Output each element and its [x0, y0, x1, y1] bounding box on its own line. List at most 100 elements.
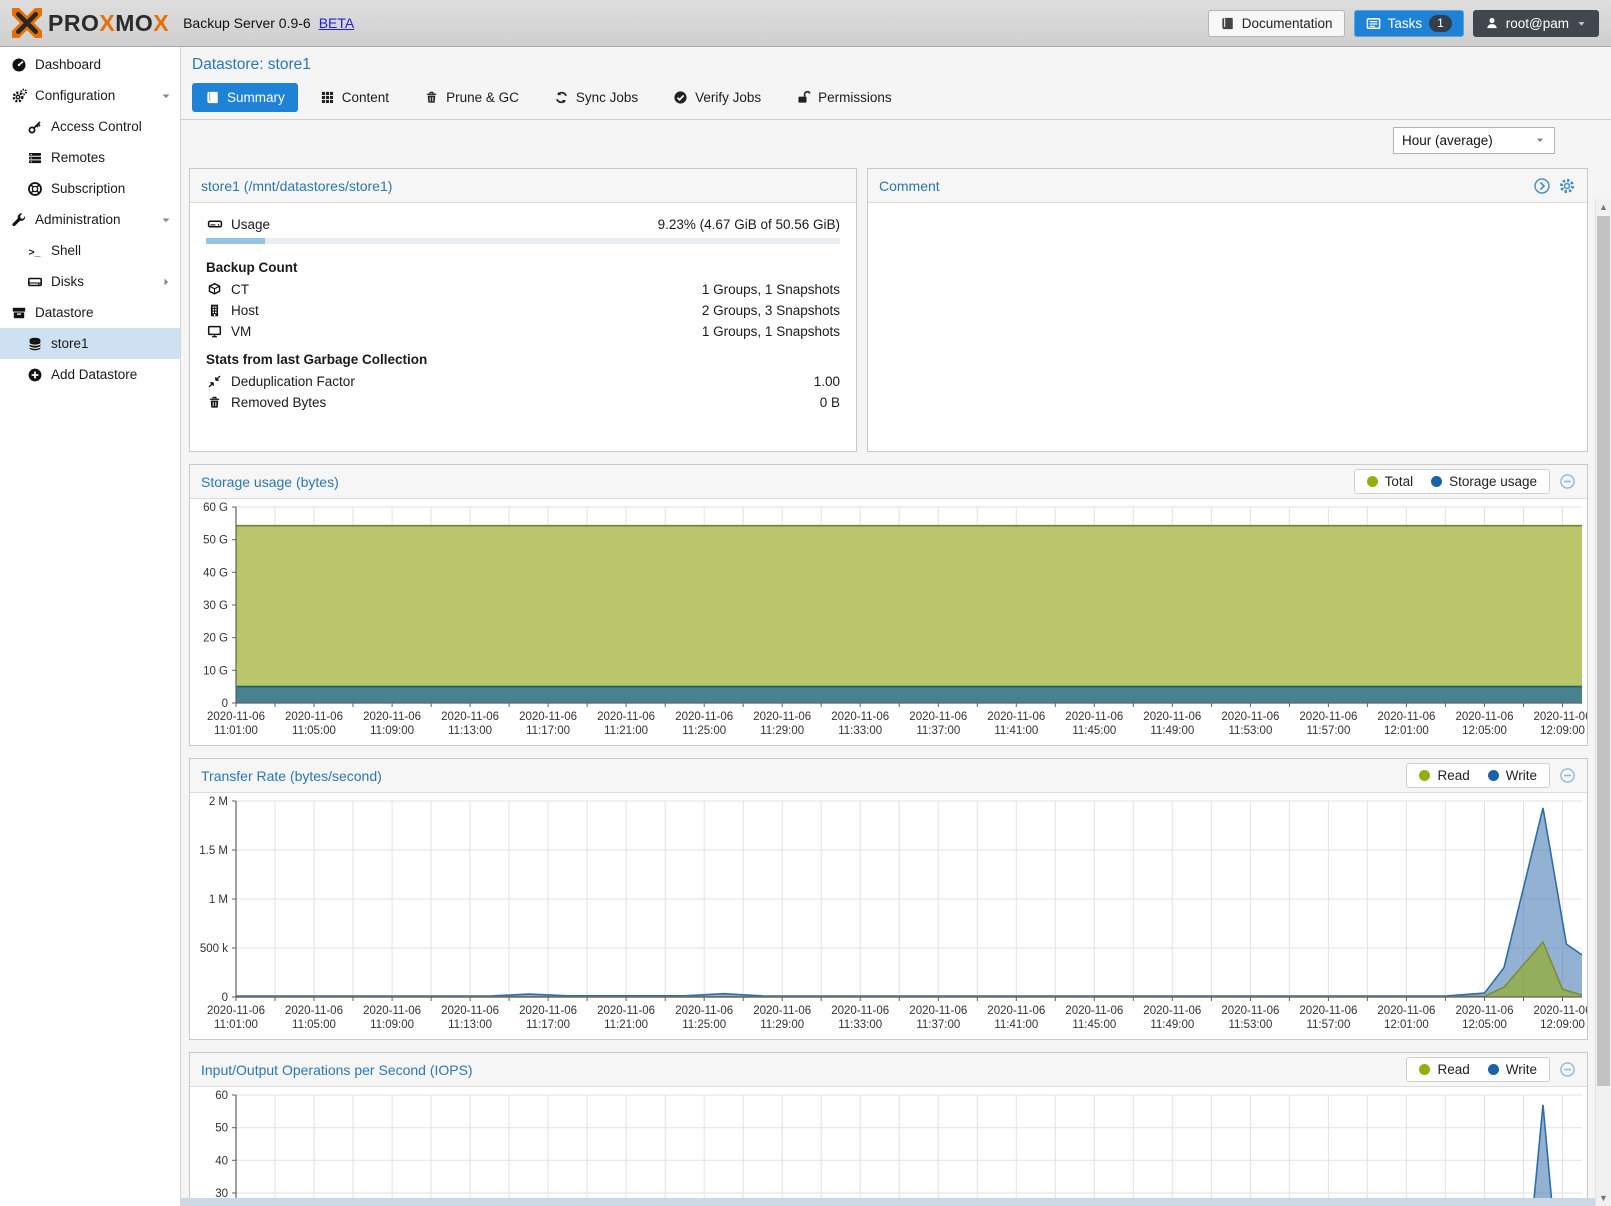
sidebar-item-administration[interactable]: Administration [0, 204, 180, 235]
time-range-select[interactable]: Hour (average) [1393, 126, 1555, 154]
svg-text:11:41:00: 11:41:00 [994, 725, 1038, 737]
gear-icon[interactable] [1558, 177, 1576, 195]
svg-text:2020-11-06: 2020-11-06 [1456, 711, 1514, 723]
collapse-chart-icon[interactable] [1559, 767, 1576, 784]
svg-text:11:57:00: 11:57:00 [1306, 1019, 1350, 1031]
database-icon [26, 335, 43, 352]
svg-text:50: 50 [215, 1123, 228, 1135]
beta-link[interactable]: BETA [318, 15, 355, 31]
scrollbar-thumb[interactable] [1597, 216, 1610, 1086]
svg-text:12:05:00: 12:05:00 [1462, 1019, 1507, 1031]
vertical-scrollbar[interactable]: ▲ ▼ [1595, 199, 1611, 1206]
storage-usage-legend: Total Storage usage [1353, 469, 1550, 494]
svg-text:11:13:00: 11:13:00 [448, 725, 492, 737]
comment-panel-header: Comment [868, 169, 1587, 203]
sidebar-item-label: Configuration [35, 88, 116, 103]
svg-text:2020-11-06: 2020-11-06 [519, 711, 577, 723]
legend-dot [1419, 1064, 1431, 1075]
sidebar-item-store1[interactable]: store1 [0, 328, 180, 359]
svg-text:2020-11-06: 2020-11-06 [1143, 1005, 1201, 1017]
svg-text:30 G: 30 G [203, 600, 228, 612]
tab-verify-jobs[interactable]: Verify Jobs [660, 83, 774, 112]
svg-text:20 G: 20 G [203, 633, 228, 645]
svg-text:11:57:00: 11:57:00 [1306, 725, 1350, 737]
tab-prune-gc[interactable]: Prune & GC [411, 83, 532, 112]
scroll-down-arrow-icon[interactable]: ▼ [1599, 1193, 1608, 1203]
tab-label: Permissions [818, 90, 892, 105]
legend-item-write[interactable]: Write [1487, 768, 1537, 783]
legend-dot [1487, 770, 1499, 781]
row-value: 1.00 [813, 374, 840, 389]
svg-text:11:33:00: 11:33:00 [838, 725, 882, 737]
svg-text:2 M: 2 M [209, 796, 228, 808]
legend-item-storage-usage[interactable]: Storage usage [1431, 474, 1537, 489]
row-value: 1 Groups, 1 Snapshots [701, 282, 840, 297]
svg-text:11:53:00: 11:53:00 [1228, 725, 1272, 737]
trash-icon [206, 395, 223, 410]
product-version: Backup Server 0.9-6 [183, 15, 311, 31]
scroll-up-arrow-icon[interactable]: ▲ [1599, 202, 1608, 212]
svg-text:11:09:00: 11:09:00 [370, 725, 414, 737]
svg-text:2020-11-06: 2020-11-06 [1377, 1005, 1435, 1017]
sidebar-item-disks[interactable]: Disks [0, 266, 180, 297]
datastore-summary-panel: store1 (/mnt/datastores/store1) Usage 9.… [189, 168, 857, 452]
legend-item-write[interactable]: Write [1487, 1062, 1537, 1077]
tab-summary[interactable]: Summary [192, 83, 298, 112]
row-label: CT [231, 282, 249, 297]
sidebar-item-dashboard[interactable]: Dashboard [0, 49, 180, 80]
row-value: 0 B [819, 395, 840, 410]
sidebar-item-add-datastore[interactable]: Add Datastore [0, 359, 180, 390]
iops-panel-header: Input/Output Operations per Second (IOPS… [190, 1053, 1587, 1087]
tasks-button[interactable]: Tasks 1 [1353, 9, 1464, 37]
backup-count-heading: Backup Count [206, 260, 298, 275]
svg-text:2020-11-06: 2020-11-06 [1221, 711, 1279, 723]
expand-circle-icon[interactable] [1533, 177, 1551, 195]
sidebar-item-label: Shell [51, 243, 82, 258]
legend-item-read[interactable]: Read [1419, 1062, 1470, 1077]
svg-text:2020-11-06: 2020-11-06 [1377, 711, 1435, 723]
transfer-rate-panel: Transfer Rate (bytes/second) Read Write 2… [189, 758, 1588, 1040]
tab-label: Summary [227, 90, 285, 105]
sidebar-item-shell[interactable]: >_ Shell [0, 235, 180, 266]
gc-stat-row: Deduplication Factor 1.00 [206, 371, 840, 392]
comment-body[interactable] [868, 203, 1587, 452]
sidebar-item-access-control[interactable]: Access Control [0, 111, 180, 142]
documentation-button[interactable]: Documentation [1207, 9, 1345, 37]
iops-chart: 60504030201002020-11-0611:01:002020-11-0… [190, 1087, 1587, 1206]
bottom-edge-strip [181, 1198, 1595, 1206]
svg-text:40: 40 [215, 1155, 228, 1167]
tab-content[interactable]: Content [307, 83, 402, 112]
tab-permissions[interactable]: Permissions [783, 83, 905, 112]
legend-item-total[interactable]: Total [1366, 474, 1413, 489]
collapse-chart-icon[interactable] [1559, 473, 1576, 490]
svg-text:2020-11-06: 2020-11-06 [285, 711, 343, 723]
comment-panel: Comment [867, 168, 1588, 452]
svg-text:2020-11-06: 2020-11-06 [831, 1005, 889, 1017]
tab-sync-jobs[interactable]: Sync Jobs [541, 83, 651, 112]
storage-usage-title: Storage usage (bytes) [201, 473, 339, 490]
collapse-chart-icon[interactable] [1559, 1061, 1576, 1078]
host-icon [206, 303, 223, 318]
svg-text:2020-11-06: 2020-11-06 [1299, 1005, 1357, 1017]
sidebar-item-label: Datastore [35, 305, 94, 320]
svg-text:11:17:00: 11:17:00 [526, 725, 570, 737]
svg-text:11:01:00: 11:01:00 [214, 1019, 258, 1031]
sidebar-item-configuration[interactable]: Configuration [0, 80, 180, 111]
legend-label: Storage usage [1449, 474, 1537, 489]
svg-text:2020-11-06: 2020-11-06 [675, 1005, 733, 1017]
sidebar-item-remotes[interactable]: Remotes [0, 142, 180, 173]
user-menu-button[interactable]: root@pam [1472, 9, 1599, 37]
legend-label: Read [1437, 768, 1470, 783]
sidebar-item-subscription[interactable]: Subscription [0, 173, 180, 204]
comment-title: Comment [879, 177, 940, 194]
sidebar-item-label: Disks [51, 274, 84, 289]
gc-stats-heading: Stats from last Garbage Collection [206, 352, 428, 367]
cube-icon [206, 282, 223, 297]
backup-count-row: VM 1 Groups, 1 Snapshots [206, 321, 840, 342]
legend-item-read[interactable]: Read [1419, 768, 1470, 783]
sidebar-item-datastore[interactable]: Datastore [0, 297, 180, 328]
svg-text:12:05:00: 12:05:00 [1462, 725, 1507, 737]
svg-text:11:29:00: 11:29:00 [760, 725, 804, 737]
svg-text:2020-11-06: 2020-11-06 [753, 1005, 811, 1017]
